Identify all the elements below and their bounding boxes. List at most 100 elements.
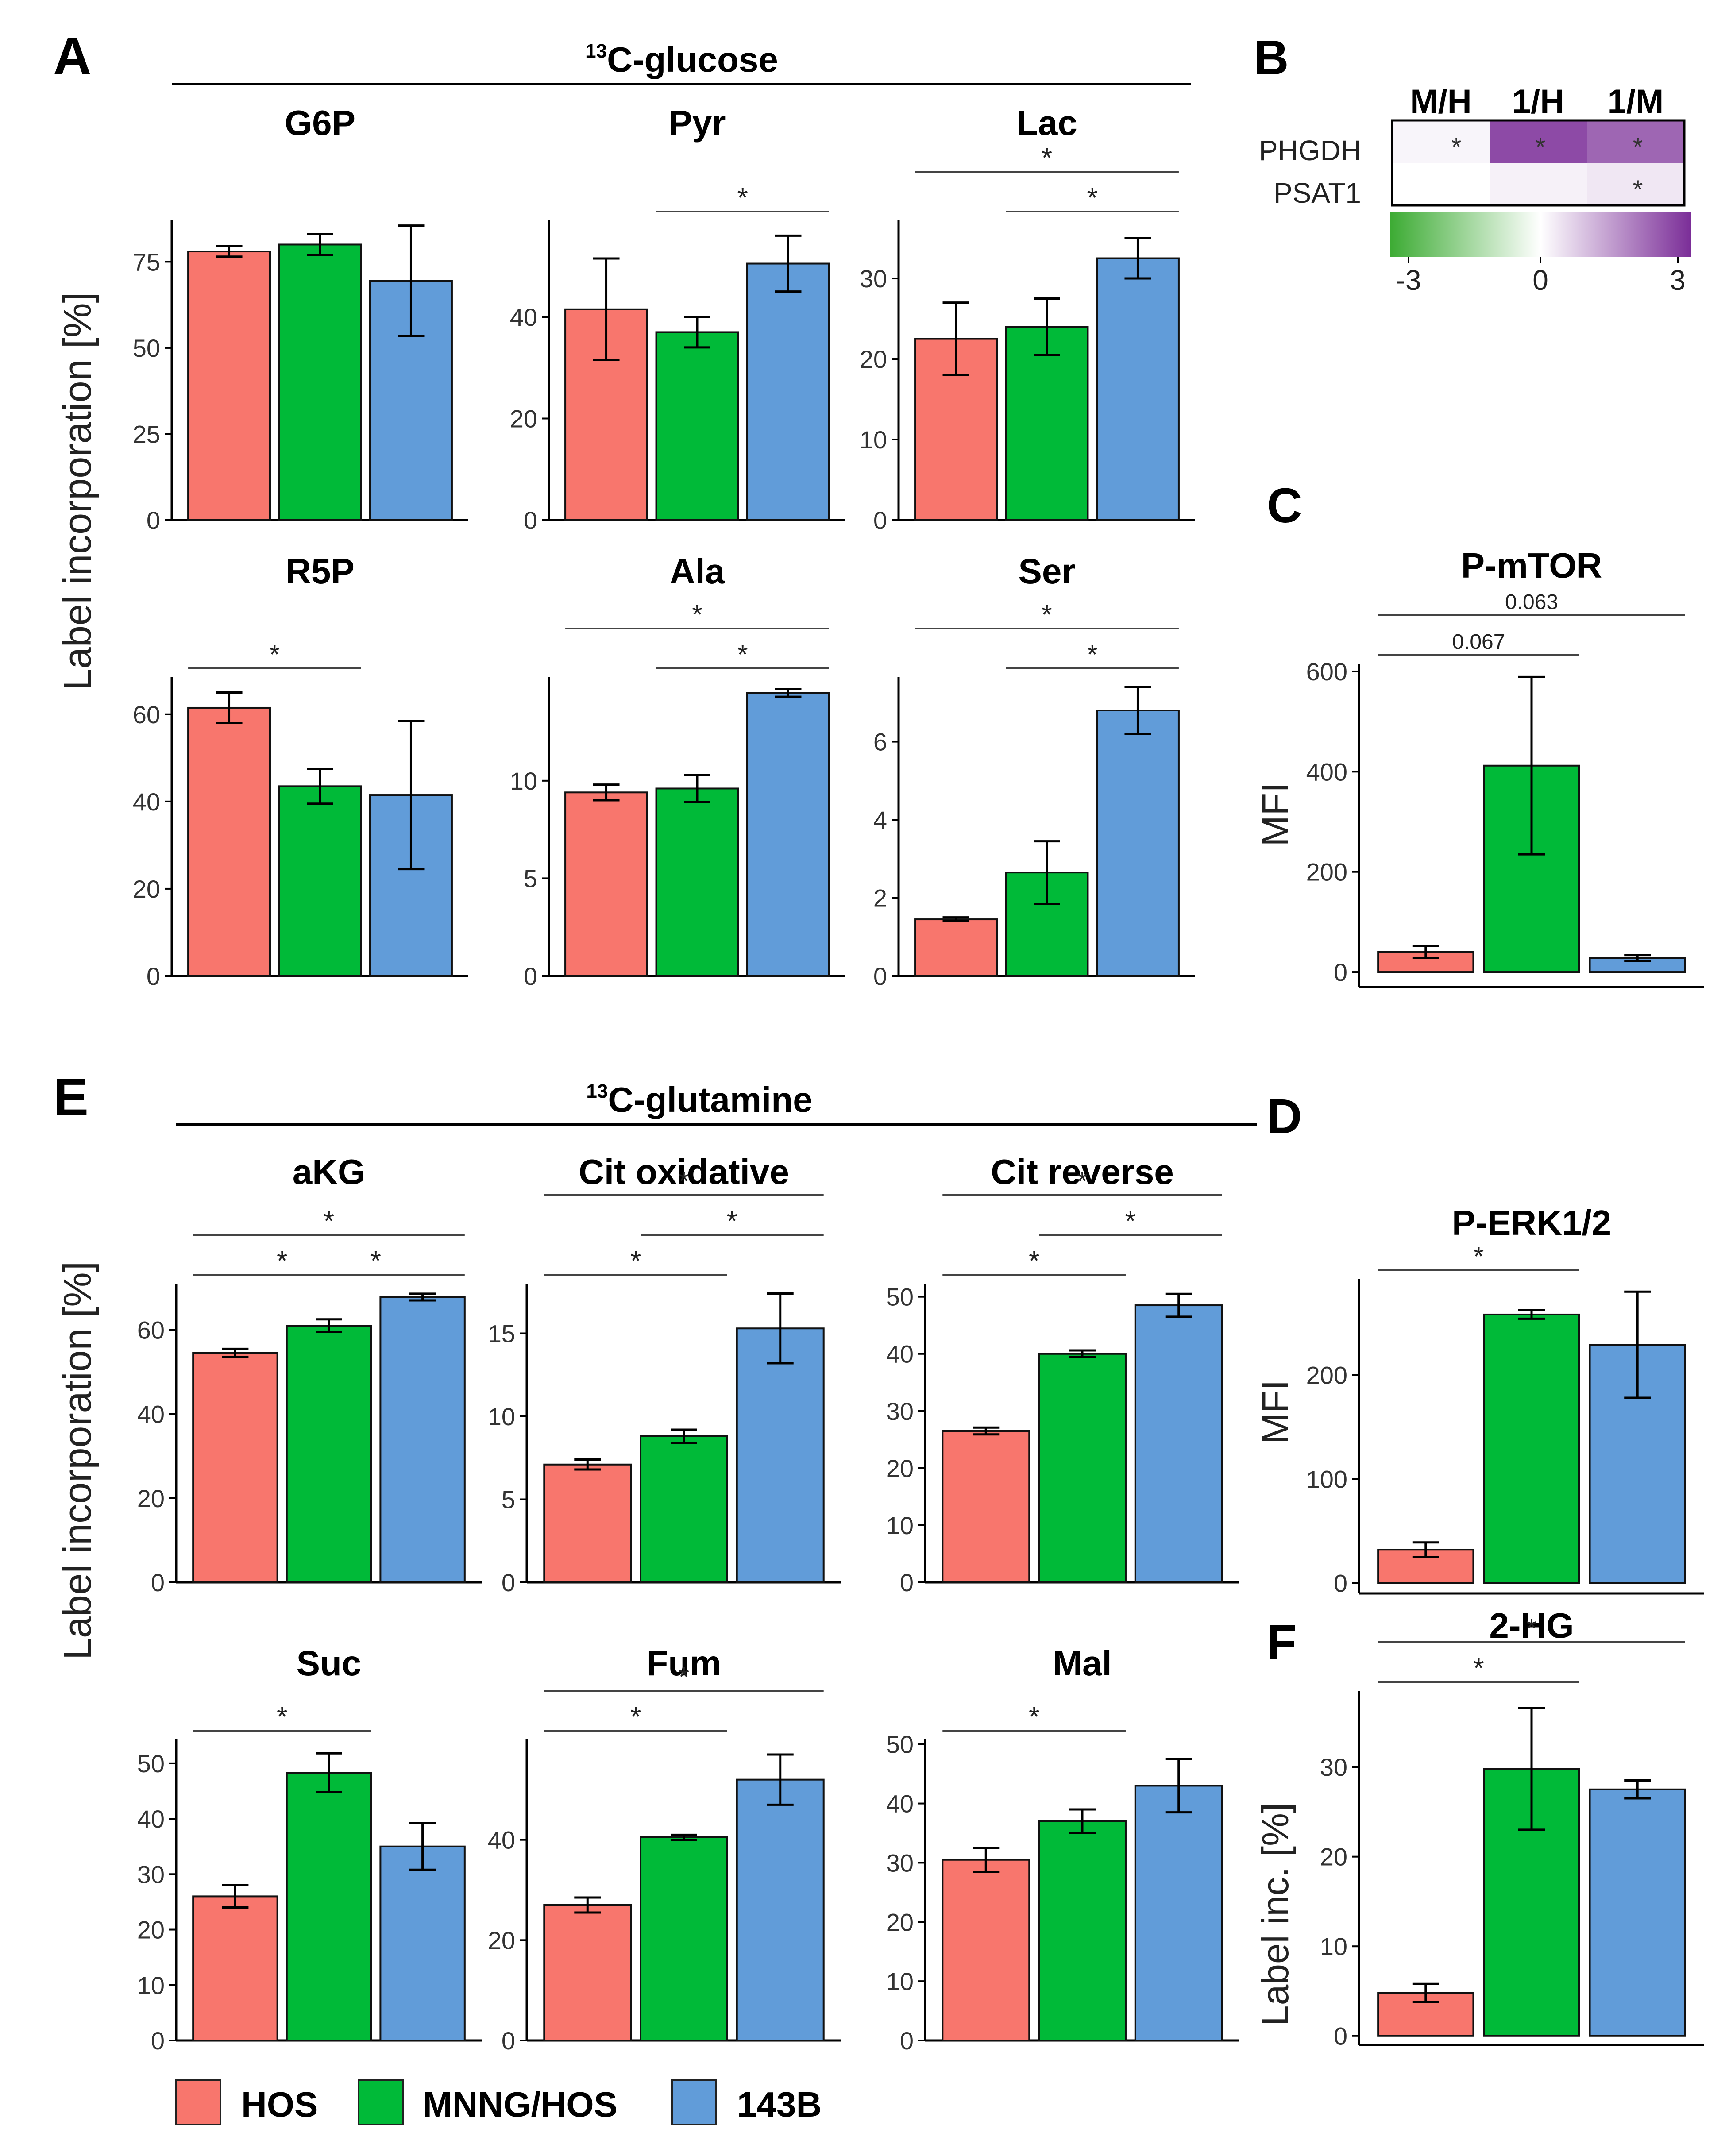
glucose-header: 13C-glucose [585, 40, 778, 79]
bar-hg2-2 [1589, 1788, 1686, 2037]
heatmap-sig-phgdh-mh: * [1451, 133, 1462, 162]
y-tick-label-mal-1: 10 [886, 1967, 914, 1995]
sig-label-hg2-0: * [1473, 1653, 1484, 1684]
bar-citox-2 [736, 1327, 825, 1583]
sig-label-citox-0: * [630, 1246, 641, 1277]
sig-label-ala-0: * [737, 640, 748, 670]
chart-title-r5p: R5P [286, 552, 355, 591]
bar-citox-0 [543, 1463, 632, 1583]
panel-letter-d: D [1267, 1089, 1302, 1144]
y-tick-label-g6p-0: 0 [147, 506, 160, 534]
sig-label-ser-0: * [1087, 640, 1098, 670]
bar-charts: G6P0255075Pyr02040*Lac0102030**R5P020406… [133, 103, 1704, 2055]
sig-label-fum-0: * [630, 1702, 641, 1732]
y-tick-label-r5p-3: 60 [133, 701, 160, 729]
heatmap-color-scale [1390, 212, 1691, 257]
sig-label-pyr-0: * [737, 183, 748, 213]
bar-r5p-0 [187, 706, 271, 977]
chart-citox: Cit oxidative 0 5 10 15 * * * [488, 1152, 841, 1597]
y-tick-label-suc-1: 10 [137, 1971, 165, 1999]
chart-title-pyr: Pyr [669, 103, 726, 143]
bar-fum-0 [543, 1904, 632, 2041]
y-tick-label-suc-5: 50 [137, 1750, 165, 1778]
y-tick-label-citrev-0: 0 [900, 1569, 914, 1597]
y-tick-label-g6p-1: 25 [133, 420, 160, 448]
heatmap-cell-phgdh-1h [1490, 120, 1587, 163]
panel-letter-e: E [53, 1068, 89, 1127]
chart-title-lac: Lac [1016, 103, 1077, 143]
heatmap-row-label-1: PSAT1 [1274, 177, 1361, 209]
y-tick-label-lac-0: 0 [873, 506, 887, 534]
y-label-2hg: Label inc. [%] [1254, 1803, 1296, 2026]
heatmap-cell-psat1-1m [1587, 163, 1684, 205]
heatmap-row-label-0: PHGDH [1259, 135, 1361, 166]
heatmap-sig-psat1-1m: * [1633, 175, 1643, 204]
y-tick-label-hg2-2: 20 [1320, 1843, 1347, 1871]
bar-ser-2 [1096, 710, 1180, 977]
y-tick-label-citox-1: 5 [502, 1486, 515, 1514]
glutamine-header: 13C-glutamine [586, 1080, 812, 1119]
y-tick-label-citrev-5: 50 [886, 1283, 914, 1311]
y-tick-label-mal-4: 40 [886, 1790, 914, 1818]
sig-label-akg-0: * [277, 1246, 287, 1277]
chart-akg: aKG 0 20 40 60 * * * [137, 1152, 482, 1597]
bar-citrev-1 [1038, 1353, 1127, 1583]
bar-erk-1 [1483, 1313, 1580, 1584]
bar-suc-0 [192, 1895, 278, 2041]
y-tick-label-citrev-3: 30 [886, 1397, 914, 1425]
heatmap-cell-phgdh-mh [1392, 120, 1490, 163]
y-tick-label-mal-5: 50 [886, 1731, 914, 1759]
sig-label-citox-2: * [679, 1166, 689, 1197]
bar-ala-0 [564, 791, 648, 977]
chart-title-citrev: Cit reverse [991, 1152, 1174, 1192]
chart-g6p: G6P 0 25 50 75 [133, 103, 468, 534]
y-tick-label-akg-1: 20 [137, 1485, 165, 1512]
bar-akg-1 [286, 1325, 372, 1583]
heatmap-panel: M/H 1/H 1/M PHGDH PSAT1 * * * * -3 0 3 [1259, 83, 1691, 296]
y-tick-label-citox-0: 0 [502, 1569, 515, 1597]
y-tick-label-hg2-0: 0 [1334, 2022, 1347, 2050]
y-tick-label-ser-1: 2 [873, 884, 887, 912]
y-tick-label-lac-3: 30 [860, 265, 887, 293]
sig-label-citox-1: * [727, 1206, 737, 1237]
y-tick-label-suc-4: 40 [137, 1805, 165, 1833]
bar-mal-0 [942, 1859, 1030, 2042]
y-label-erk: MFI [1254, 1380, 1296, 1444]
y-tick-label-suc-0: 0 [151, 2027, 165, 2055]
y-tick-label-mtor-2: 400 [1306, 758, 1347, 786]
chart-title-ser: Ser [1019, 552, 1076, 591]
heatmap-cell-psat1-1h [1490, 163, 1587, 205]
bar-ser-0 [914, 918, 998, 977]
bar-suc-1 [286, 1772, 372, 2042]
bar-akg-2 [379, 1296, 466, 1584]
glucose-header-text: C-glucose [607, 40, 778, 79]
glucose-header-sup: 13 [585, 40, 607, 62]
y-tick-label-fum-2: 40 [488, 1826, 515, 1854]
y-tick-label-g6p-3: 75 [133, 248, 160, 276]
bar-citrev-0 [942, 1430, 1030, 1584]
chart-r5p: R5P 0 20 40 60 * [133, 552, 468, 990]
bar-suc-2 [379, 1845, 466, 2042]
chart-ser: Ser 0 2 4 6 * * [873, 552, 1195, 990]
y-tick-label-pyr-2: 40 [510, 303, 537, 331]
y-tick-label-erk-2: 200 [1306, 1361, 1347, 1389]
bar-pyr-1 [655, 331, 739, 521]
heatmap-col-label-1: 1/H [1512, 83, 1564, 120]
sig-label-ala-1: * [692, 600, 702, 630]
chart-title-mtor: P-mTOR [1461, 546, 1602, 585]
legend: HOS MNNG/HOS 143B [175, 2079, 822, 2125]
y-tick-label-ala-0: 0 [524, 962, 537, 990]
y-tick-label-ser-2: 4 [873, 806, 887, 834]
sig-label-mtor-1: 0.063 [1505, 590, 1558, 614]
y-tick-label-ser-0: 0 [873, 962, 887, 990]
chart-citrev: Cit reverse 0 10 20 30 40 50 * * * [886, 1152, 1239, 1597]
sig-label-akg-2: * [324, 1206, 334, 1237]
y-tick-label-citrev-2: 20 [886, 1454, 914, 1482]
chart-lac: Lac 0 10 20 30 * * [860, 103, 1195, 534]
glutamine-header-text: C-glutamine [608, 1080, 812, 1119]
bar-mal-2 [1134, 1785, 1223, 2041]
sig-label-r5p-0: * [269, 640, 280, 670]
sig-label-akg-1: * [370, 1246, 381, 1277]
y-tick-label-ala-1: 5 [524, 864, 537, 892]
